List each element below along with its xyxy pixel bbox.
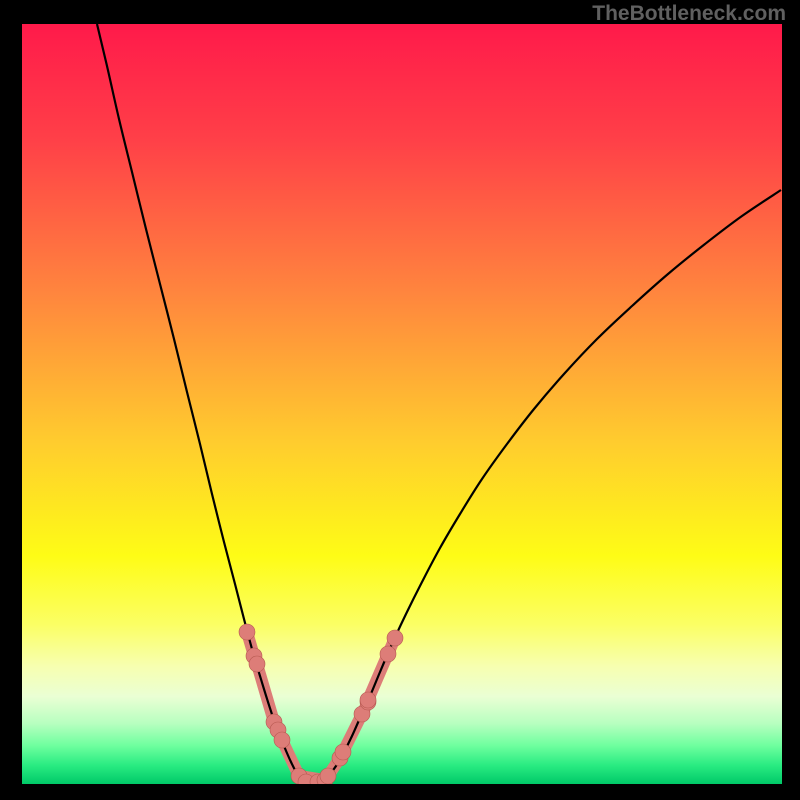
- marker-dot: [320, 768, 336, 784]
- plot-area: [22, 24, 782, 784]
- marker-dot: [249, 656, 265, 672]
- marker-dot: [274, 732, 290, 748]
- marker-dot: [239, 624, 255, 640]
- marker-dot: [360, 692, 376, 708]
- markers-layer: [22, 24, 782, 784]
- watermark-text: TheBottleneck.com: [592, 2, 786, 26]
- marker-dot: [335, 744, 351, 760]
- marker-dot: [380, 646, 396, 662]
- marker-dot: [387, 630, 403, 646]
